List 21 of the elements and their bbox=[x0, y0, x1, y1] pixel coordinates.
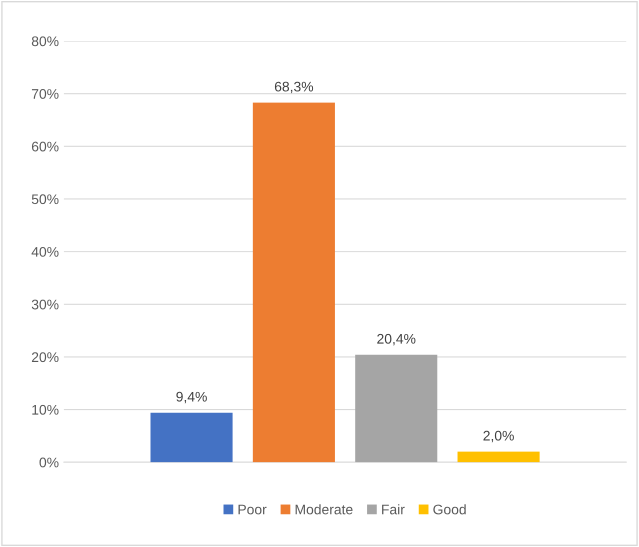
data-label: 20,4% bbox=[377, 334, 416, 346]
y-tick-label: 60% bbox=[32, 142, 59, 152]
legend-label: Fair bbox=[382, 504, 405, 514]
y-tick-label: 70% bbox=[32, 89, 59, 99]
bar bbox=[150, 412, 233, 462]
bar bbox=[252, 102, 335, 462]
y-tick-label: 0% bbox=[40, 458, 59, 468]
y-tick-label: 10% bbox=[32, 404, 59, 415]
legend-label: Good bbox=[433, 504, 466, 514]
legend-label: Moderate bbox=[296, 504, 353, 514]
data-label: 9,4% bbox=[176, 392, 207, 404]
bar bbox=[355, 354, 438, 462]
data-label: 68,3% bbox=[274, 82, 314, 94]
y-tick-label: 80% bbox=[32, 36, 59, 46]
legend-label: Poor bbox=[238, 504, 266, 514]
y-tick-label: 20% bbox=[32, 352, 59, 362]
y-tick-label: 50% bbox=[32, 194, 59, 204]
y-tick-label: 40% bbox=[32, 246, 59, 257]
bar bbox=[458, 452, 540, 462]
data-label: 2,0% bbox=[483, 430, 514, 442]
y-tick-label: 30% bbox=[32, 300, 59, 310]
